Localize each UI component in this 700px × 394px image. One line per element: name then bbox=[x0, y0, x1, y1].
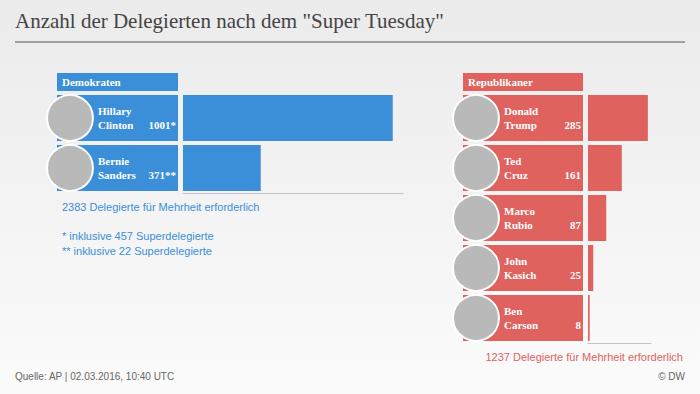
svg-text:2383 Delegierte für Mehrheit e: 2383 Delegierte für Mehrheit erforderlic… bbox=[62, 201, 260, 213]
svg-text:Ted: Ted bbox=[504, 155, 521, 167]
svg-text:Quelle: AP | 02.03.2016, 10:40: Quelle: AP | 02.03.2016, 10:40 UTC bbox=[15, 371, 174, 382]
svg-text:371**: 371** bbox=[149, 169, 177, 181]
svg-text:John: John bbox=[504, 255, 527, 267]
svg-text:25: 25 bbox=[570, 269, 582, 281]
svg-text:Hillary: Hillary bbox=[98, 105, 132, 117]
svg-text:Anzahl der Delegierten nach de: Anzahl der Delegierten nach dem "Super T… bbox=[15, 9, 444, 33]
svg-text:Trump: Trump bbox=[504, 119, 537, 131]
svg-text:* inklusive 457 Superdelegiert: * inklusive 457 Superdelegierte bbox=[62, 230, 214, 242]
svg-text:Republikaner: Republikaner bbox=[468, 76, 533, 88]
svg-text:Ben: Ben bbox=[504, 305, 522, 317]
svg-text:Kasich: Kasich bbox=[504, 269, 536, 281]
svg-text:Bernie: Bernie bbox=[98, 155, 129, 167]
svg-text:Demokraten: Demokraten bbox=[62, 76, 121, 88]
svg-text:1001*: 1001* bbox=[149, 119, 177, 131]
svg-text:1237 Delegierte für Mehrheit e: 1237 Delegierte für Mehrheit erforderlic… bbox=[486, 351, 684, 363]
svg-text:161: 161 bbox=[565, 169, 582, 181]
svg-text:Cruz: Cruz bbox=[504, 169, 528, 181]
svg-text:Marco: Marco bbox=[504, 205, 535, 217]
svg-text:Rubio: Rubio bbox=[504, 219, 533, 231]
svg-text:© DW: © DW bbox=[658, 371, 685, 382]
svg-text:Carson: Carson bbox=[504, 319, 538, 331]
svg-text:** inklusive 22 Superdelegiert: ** inklusive 22 Superdelegierte bbox=[62, 245, 212, 257]
svg-text:Clinton: Clinton bbox=[98, 119, 133, 131]
svg-text:Donald: Donald bbox=[504, 105, 538, 117]
svg-text:285: 285 bbox=[565, 119, 582, 131]
svg-text:Sanders: Sanders bbox=[98, 169, 137, 181]
svg-text:87: 87 bbox=[570, 219, 582, 231]
svg-text:8: 8 bbox=[576, 319, 582, 331]
